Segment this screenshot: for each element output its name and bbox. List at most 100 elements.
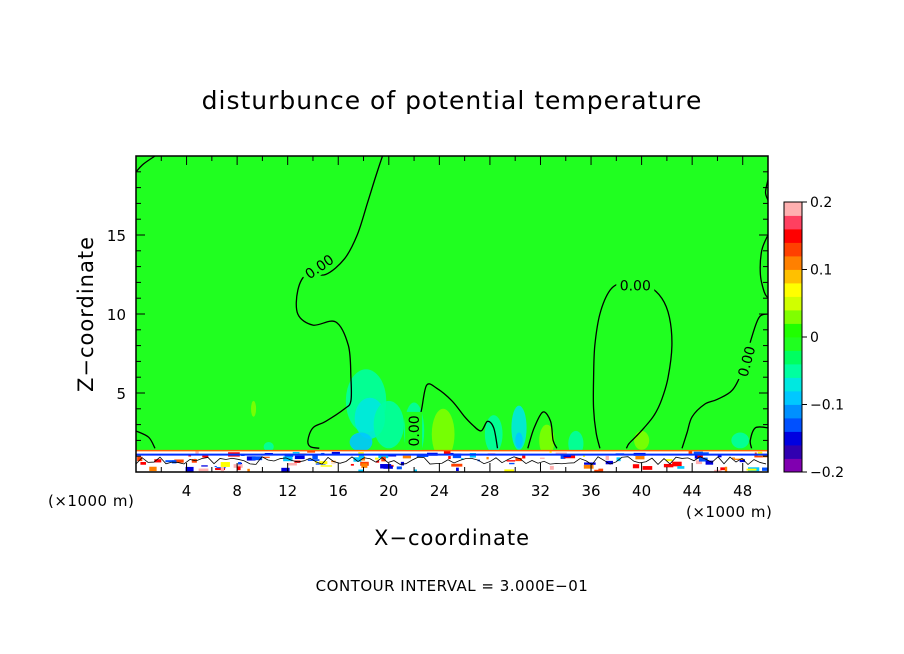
boundary-layer-cell (555, 452, 567, 455)
boundary-layer-cell (605, 460, 613, 465)
colorbar-swatch (784, 431, 802, 446)
contour-label-group: 0.00 (405, 411, 423, 450)
anomaly-patch (251, 400, 257, 417)
boundary-layer-cell (185, 466, 194, 472)
contour-line (527, 411, 558, 449)
colorbar-swatch (784, 458, 802, 473)
boundary-layer-cell (522, 455, 526, 459)
boundary-layer-cell (735, 467, 741, 472)
boundary-layer-cell (451, 463, 463, 467)
x-tick-label: 32 (531, 482, 550, 500)
boundary-layer-cell (448, 456, 451, 460)
boundary-layer-cell (461, 458, 464, 460)
colorbar-swatch (784, 377, 802, 392)
contour-line (295, 156, 384, 449)
boundary-layer-cell (238, 462, 242, 465)
boundary-layer-cell (315, 459, 318, 464)
contour-line (749, 426, 768, 449)
boundary-layer-cell (375, 457, 379, 460)
boundary-layer-cell (549, 465, 554, 470)
boundary-layer-bg (136, 450, 768, 472)
boundary-layer-cell (509, 462, 515, 465)
boundary-layer-cell (376, 460, 380, 463)
contour-label-group: 0.00 (616, 276, 655, 295)
contour-line (681, 313, 768, 449)
colorbar-swatch (784, 418, 802, 432)
x-tick-label: 48 (733, 482, 752, 500)
anomaly-patch (349, 432, 373, 452)
boundary-layer-cell (214, 465, 217, 468)
boundary-layer-cell (246, 456, 256, 461)
boundary-layer-cell (549, 451, 552, 453)
contour-label-bg (405, 411, 423, 450)
boundary-layer-cell (456, 467, 459, 472)
anomaly-patch (373, 400, 404, 449)
boundary-layer-cell (598, 468, 604, 472)
boundary-layer-cell (724, 466, 728, 472)
colorbar-swatch (784, 364, 802, 378)
boundary-layer-cell (380, 464, 392, 469)
boundary-layer-cell (733, 458, 744, 460)
boundary-layer-cell (233, 464, 243, 468)
anomaly-patch (515, 432, 523, 449)
anomaly-patch (484, 415, 503, 454)
contour-line (410, 383, 499, 449)
colorbar-swatch (784, 296, 802, 311)
boundary-layer-cell (651, 456, 659, 461)
boundary-layer-cell (698, 457, 708, 462)
x-tick-label: 12 (278, 482, 297, 500)
colorbar-swatch (784, 229, 802, 243)
contour-line (136, 156, 156, 173)
boundary-layer-cell (237, 466, 241, 471)
boundary-layer-cell (400, 461, 405, 466)
boundary-layer-cell (202, 454, 209, 458)
contour-label: 0.00 (736, 345, 760, 379)
boundary-layer-cell (204, 458, 212, 460)
x-tick-label: 44 (683, 482, 702, 500)
boundary-layer-cell (701, 452, 709, 454)
boundary-layer-cell (331, 451, 340, 456)
colorbar-swatch (784, 256, 802, 270)
x-tick-label: 40 (632, 482, 651, 500)
contour-label-group: 0.00 (732, 340, 760, 382)
boundary-layer-cell (632, 464, 640, 469)
colorbar-tick-label: 0.1 (810, 263, 832, 279)
boundary-layer-cell (292, 451, 300, 454)
x-tick-label: 28 (480, 482, 499, 500)
colorbar-swatch (784, 242, 802, 257)
boundary-layer-cell (642, 466, 653, 470)
anomaly-patch (431, 408, 455, 460)
boundary-layer-cell (444, 459, 452, 465)
boundary-layer-cell (220, 462, 230, 467)
colorbar-swatch (784, 202, 802, 216)
colorbar-swatch (784, 337, 802, 351)
colorbar-tick-label: 0.2 (810, 195, 832, 211)
boundary-layer-cell (705, 460, 714, 465)
boundary-layer-cell (191, 459, 197, 463)
boundary-layer-cell (247, 468, 250, 472)
z-axis-unit: (×1000 m) (48, 492, 135, 510)
colorbar-tick-label: 0 (810, 330, 819, 346)
boundary-layer-cell (717, 454, 722, 458)
boundary-layer-cell (353, 457, 362, 462)
boundary-layer-cell (220, 467, 224, 472)
boundary-layer-cell (414, 469, 417, 472)
contour-line (759, 234, 768, 299)
boundary-layer-cell (324, 462, 337, 464)
y-tick-label: 10 (107, 306, 126, 324)
boundary-layer-cell (739, 459, 745, 463)
boundary-layer-cell (560, 453, 566, 459)
boundary-layer-cell (695, 460, 703, 465)
colorbar-swatch (784, 283, 802, 297)
boundary-layer-cell (358, 453, 365, 459)
boundary-layer-cell (294, 455, 305, 460)
colorbar-swatch (784, 323, 802, 338)
x-tick-label: 8 (232, 482, 242, 500)
contour-label: 0.00 (620, 279, 651, 295)
x-tick-label: 16 (329, 482, 348, 500)
boundary-layer-cell (720, 467, 727, 471)
boundary-layer-cell (506, 460, 516, 462)
y-tick-label: 15 (107, 227, 126, 245)
anomaly-patch (263, 441, 274, 452)
